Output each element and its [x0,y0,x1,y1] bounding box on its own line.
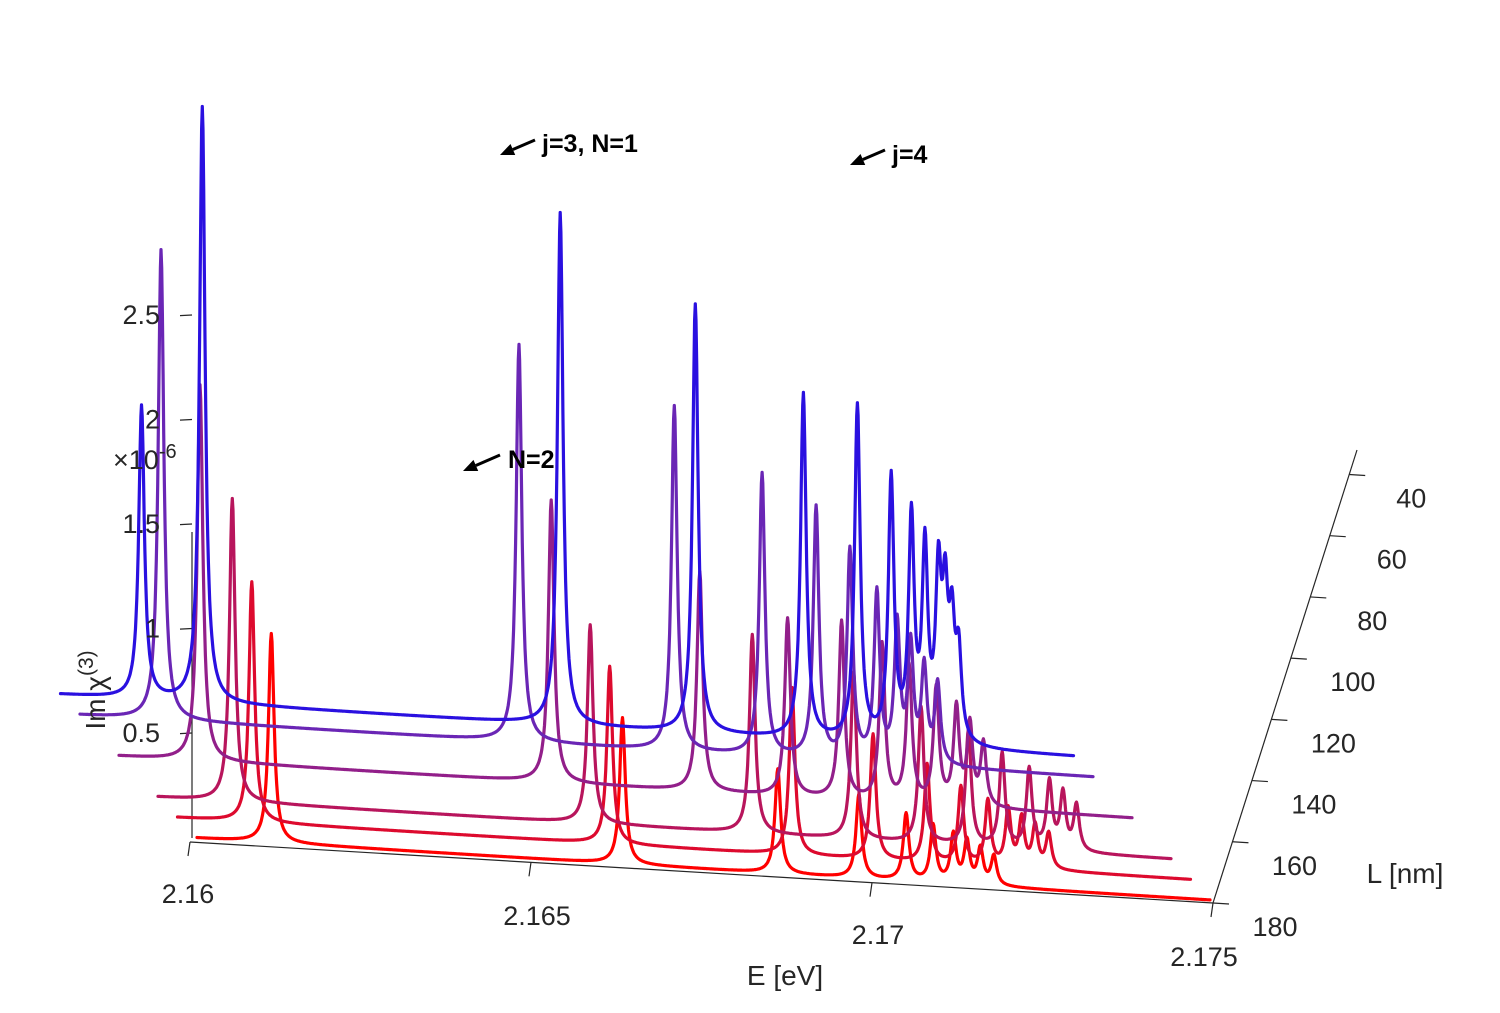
y-axis-title-main: Im χ [80,676,111,730]
z-tick [1329,535,1346,538]
y-tick-label: 1 [145,614,160,644]
annotation-arrow-shaft [862,148,886,161]
z-tick-label: 60 [1377,545,1407,575]
series-line [58,104,1076,758]
x-tick-label: 2.165 [503,901,571,931]
series-line [78,248,1095,779]
series-line [195,631,1212,902]
z-tick-label: 100 [1330,667,1375,697]
z-axis-title: L [nm] [1367,858,1444,889]
y-tick-label: 2 [145,405,160,435]
x-tick-label: 2.175 [1170,942,1238,972]
x-tick [869,882,873,897]
z-tick-label: 140 [1291,790,1336,820]
z-tick [1349,473,1366,477]
x-axis-line [189,841,1214,904]
z-tick [1271,718,1288,721]
x-tick [1210,902,1214,918]
y-axis-title: Im χ(3) [75,650,111,729]
x-tick-label: 2.16 [162,879,215,909]
z-tick [1251,779,1268,783]
annotation-arrow-shaft [475,453,501,467]
axes-group [179,314,1366,918]
y-tick [179,523,193,526]
z-tick-label: 180 [1252,912,1297,942]
z-tick [1310,596,1327,599]
y-tick [179,314,193,317]
z-tick [1232,841,1249,844]
y-tick [179,627,193,630]
x-tick [528,862,532,877]
annotation-arrow-head [500,143,516,155]
z-tick [1212,902,1230,905]
curves-group [58,104,1212,902]
y-multiplier-exponent: -6 [159,441,177,463]
z-axis-line [1212,449,1358,904]
z-tick-label: 40 [1396,483,1426,513]
x-axis-title: E [eV] [747,960,823,991]
labels-group: 0.5 1 1.5 2 2.5 2.16 2.165 2.17 2.175 40 60 80 100 12… [75,130,1443,991]
annotation-label: N=2 [508,446,555,474]
annotation-arrow-head [850,153,866,165]
annotation-arrow-shaft [512,138,536,151]
annotation-arrow-head [463,459,479,471]
y-axis-title-superscript: (3) [75,650,98,676]
z-tick-label: 80 [1357,606,1387,636]
x-tick [187,841,191,857]
x-tick-label: 2.17 [852,920,905,950]
y-tick-label: 0.5 [122,718,160,748]
z-tick-label: 120 [1311,728,1356,758]
series-line [156,496,1173,861]
series-line [175,580,1193,881]
y-tick-label: 1.5 [122,509,160,539]
annotation-label: j=3, N=1 [541,130,638,158]
z-tick-label: 160 [1272,851,1317,881]
annotation-label: j=4 [891,141,928,169]
y-tick [179,732,193,735]
y-tick-label: 2.5 [122,300,160,330]
y-tick [179,418,193,421]
y-multiplier-base: ×10 [113,445,159,475]
z-tick [1290,657,1307,660]
y-multiplier: ×10-6 [113,441,177,475]
series-line [117,383,1134,820]
